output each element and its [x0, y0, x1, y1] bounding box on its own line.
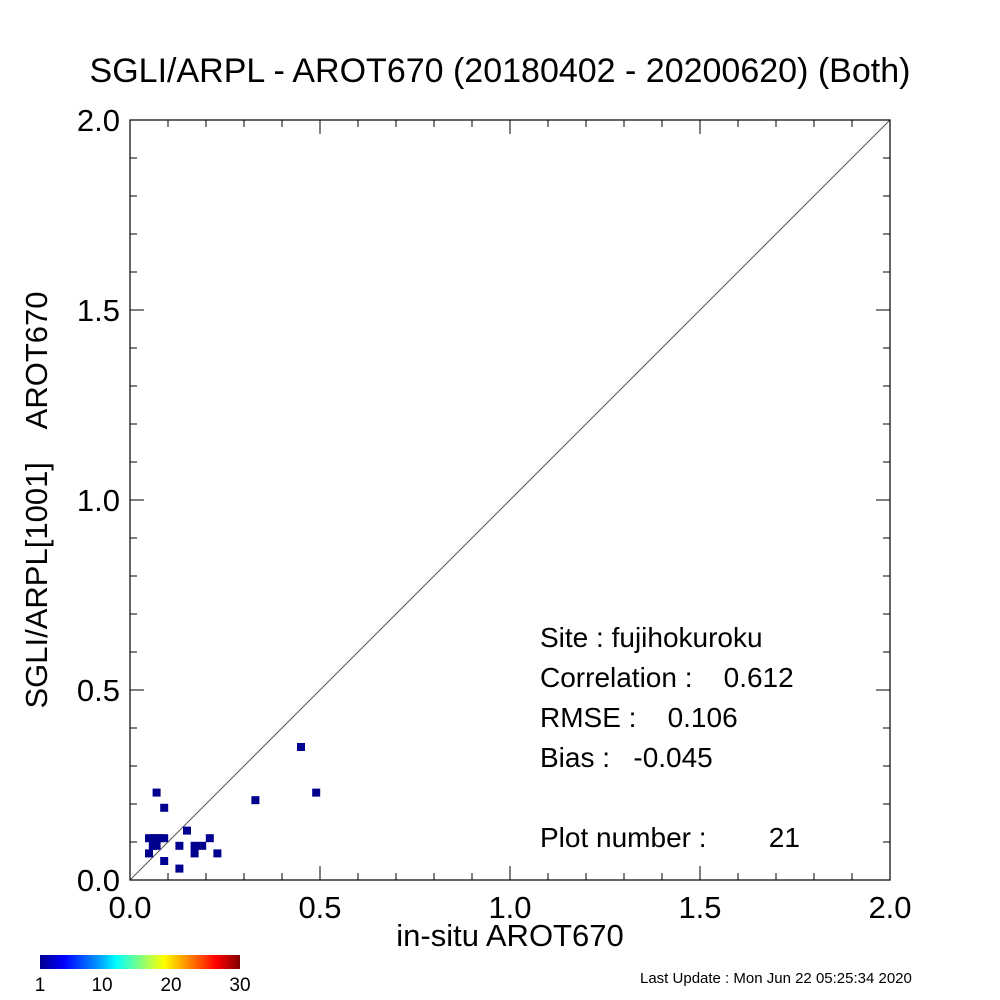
y-tick-label: 0.5	[77, 673, 120, 708]
rmse-label: RMSE : 0.106	[540, 702, 738, 733]
colorbar-tick-label: 10	[91, 975, 113, 996]
last-update-label: Last Update : Mon Jun 22 05:25:34 2020	[640, 970, 912, 987]
plot-number-label: Plot number : 21	[540, 822, 800, 853]
x-axis-label: in-situ AROT670	[396, 918, 624, 953]
x-tick-label: 1.5	[678, 890, 721, 925]
y-tick-label: 2.0	[77, 103, 120, 138]
data-point	[160, 803, 169, 812]
data-point	[190, 841, 199, 850]
data-point	[183, 826, 191, 835]
colorbar-tick-label: 30	[229, 975, 251, 996]
y-axis-label: SGLI/ARPL[1001] AROT670	[19, 291, 54, 709]
data-point	[152, 841, 161, 850]
y-tick-label: 1.0	[77, 483, 120, 518]
data-point	[160, 834, 169, 843]
site-label: Site : fujihokuroku	[540, 622, 763, 653]
data-point	[175, 841, 184, 850]
data-point	[312, 788, 321, 797]
chart-title: SGLI/ARPL - AROT670 (20180402 - 20200620…	[89, 52, 911, 90]
one-to-one-line	[129, 119, 891, 881]
colorbar	[40, 955, 240, 969]
data-point	[190, 849, 199, 858]
colorbar-tick-label: 1	[34, 975, 46, 996]
x-tick-label: 2.0	[868, 890, 911, 925]
data-point	[198, 841, 207, 850]
data-point	[251, 796, 260, 805]
data-point	[213, 849, 222, 858]
colorbar-tick-label: 20	[160, 975, 182, 996]
y-tick-label: 0.0	[77, 863, 120, 898]
y-tick-label: 1.5	[77, 293, 120, 328]
data-point	[297, 743, 305, 751]
x-tick-label: 0.0	[108, 890, 151, 925]
data-point	[205, 834, 214, 843]
data-point	[160, 857, 169, 865]
x-tick-label: 1.0	[488, 890, 531, 925]
data-point	[145, 849, 153, 858]
bias-label: Bias : -0.045	[540, 742, 713, 773]
data-point	[152, 788, 161, 797]
correlation-label: Correlation : 0.612	[540, 662, 794, 693]
x-tick-label: 0.5	[298, 890, 341, 925]
data-point	[175, 864, 184, 873]
